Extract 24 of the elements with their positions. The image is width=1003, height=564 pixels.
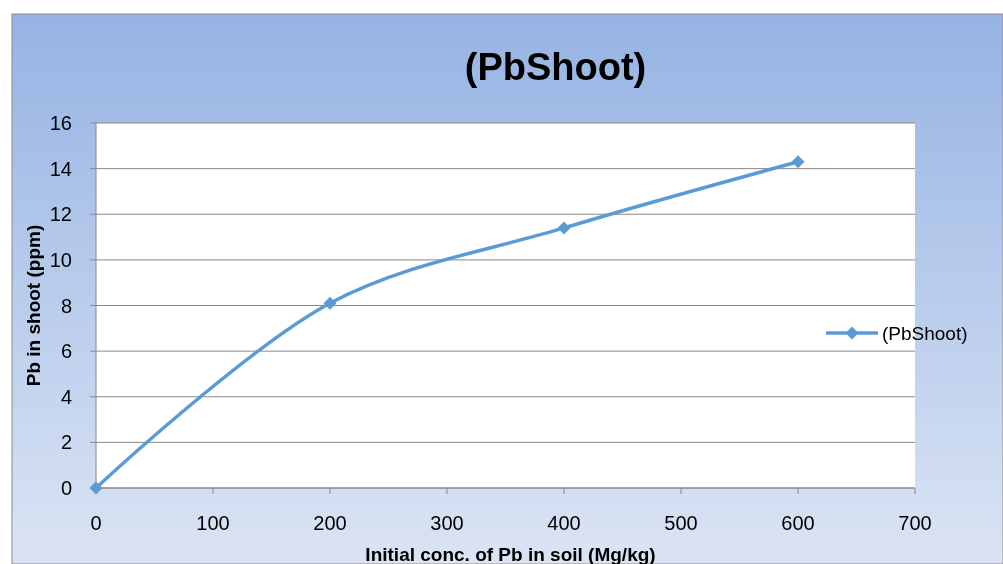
y-tick-label: 12 [49, 203, 72, 226]
x-tick-label: 100 [196, 512, 230, 534]
legend-label: (PbShoot) [882, 322, 968, 344]
chart-title: (PbShoot) [464, 46, 647, 88]
y-tick-label: 16 [49, 112, 72, 134]
y-tick-label: 10 [49, 248, 72, 271]
point [557, 221, 571, 235]
y-tick-label: 8 [60, 294, 72, 317]
y-tick-label: 4 [60, 385, 72, 408]
x-tick-label: 300 [430, 512, 464, 534]
y-axis-title: Pb in shoot (ppm) [23, 224, 44, 387]
x-tick-label: 700 [898, 512, 932, 534]
point [323, 296, 337, 310]
y-tick-label: 14 [49, 157, 72, 180]
x-tick-label: 400 [547, 512, 581, 534]
y-tick-label: 6 [60, 340, 72, 363]
point [89, 481, 103, 495]
x-tick-label: 600 [781, 512, 815, 534]
point [791, 155, 805, 169]
x-tick-label: 0 [90, 512, 102, 534]
x-tick-label: 200 [313, 512, 347, 534]
y-tick-label: 2 [60, 431, 72, 454]
x-tick-label: 500 [664, 512, 698, 534]
y-tick-label: 0 [60, 477, 72, 499]
